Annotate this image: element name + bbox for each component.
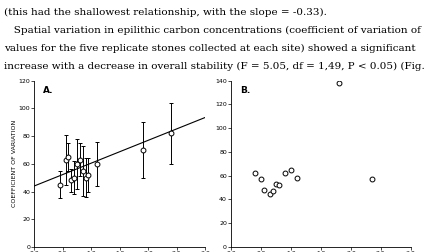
Text: Spatial variation in epilithic carbon concentrations (coefficient of variation o: Spatial variation in epilithic carbon co… bbox=[4, 26, 421, 35]
Text: increase with a decrease in overall stability (F = 5.05, df = 1,49, P < 0.05) (F: increase with a decrease in overall stab… bbox=[4, 62, 428, 71]
Text: A.: A. bbox=[43, 86, 54, 95]
Text: B.: B. bbox=[240, 86, 250, 95]
Y-axis label: COEFFICIENT OF VARIATION: COEFFICIENT OF VARIATION bbox=[12, 120, 17, 207]
Text: (this had the shallowest relationship, with the slope = -0.33).: (this had the shallowest relationship, w… bbox=[4, 8, 327, 17]
Text: values for the five replicate stones collected at each site) showed a significan: values for the five replicate stones col… bbox=[4, 44, 416, 53]
